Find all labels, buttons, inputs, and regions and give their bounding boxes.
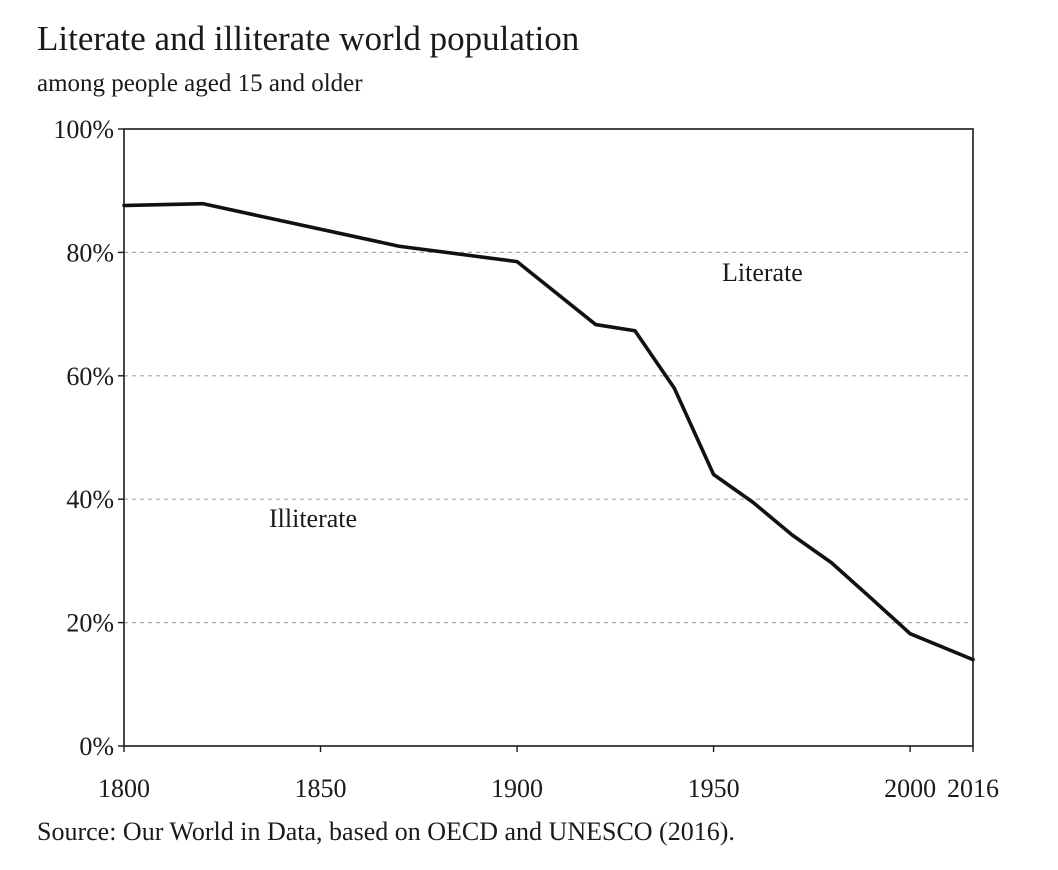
x-tick-label: 1900 bbox=[491, 774, 543, 803]
illiterate-annotation: Illiterate bbox=[269, 504, 357, 533]
chart-subtitle: among people aged 15 and older bbox=[37, 70, 363, 97]
plot-frame bbox=[123, 128, 974, 747]
x-tick-label: 1950 bbox=[688, 774, 740, 803]
y-tick-label: 60% bbox=[66, 362, 114, 391]
x-tick-label: 2000 bbox=[884, 774, 936, 803]
y-axis: 0% 20% 40% 60% 80% 100% bbox=[53, 115, 124, 761]
y-tick-label: 20% bbox=[66, 609, 114, 638]
x-tick-label: 1800 bbox=[98, 774, 150, 803]
x-axis: 1800 1850 1900 1950 2000 2016 bbox=[98, 746, 999, 803]
y-tick-label: 40% bbox=[66, 485, 114, 514]
y-tick-label: 100% bbox=[53, 115, 114, 144]
gridlines bbox=[124, 251, 973, 624]
y-tick-label: 0% bbox=[79, 732, 114, 761]
x-tick-label: 1850 bbox=[295, 774, 347, 803]
y-tick-label: 80% bbox=[66, 238, 114, 267]
x-tick-label: 2016 bbox=[947, 774, 999, 803]
illiterate-share-line bbox=[122, 201, 975, 662]
literate-annotation: Literate bbox=[722, 258, 803, 287]
chart-title: Literate and illiterate world population bbox=[37, 19, 579, 58]
source-note: Source: Our World in Data, based on OECD… bbox=[37, 817, 735, 846]
